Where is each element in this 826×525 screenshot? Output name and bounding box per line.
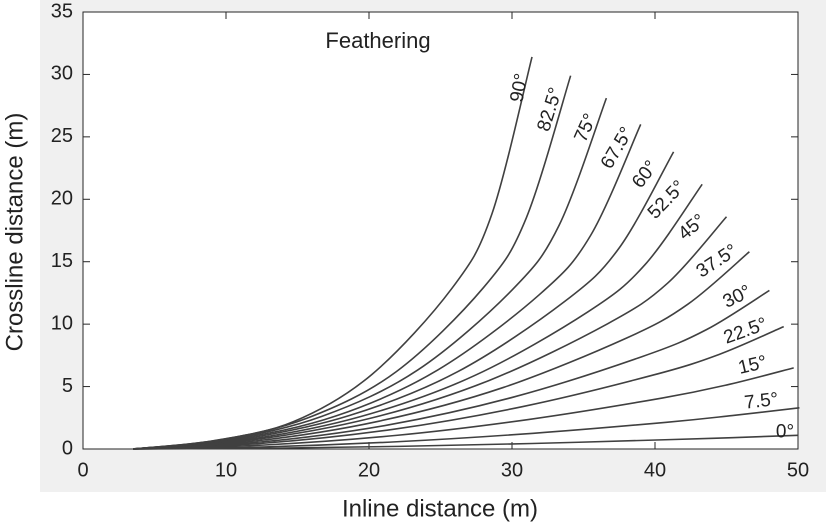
series-line <box>132 183 703 450</box>
series-line <box>132 124 642 450</box>
x-tick-label: 20 <box>358 459 380 481</box>
series-line <box>133 289 770 450</box>
series-line <box>133 325 785 450</box>
y-tick-label: 15 <box>51 250 73 272</box>
y-tick-label: 35 <box>51 0 73 22</box>
chart-title: Feathering <box>325 28 430 53</box>
series-line <box>133 407 800 450</box>
y-tick-label: 20 <box>51 188 73 210</box>
y-tick-label: 25 <box>51 125 73 147</box>
y-tick-label: 0 <box>62 437 73 459</box>
y-tick-label: 5 <box>62 375 73 397</box>
series-line <box>133 434 799 450</box>
series-line <box>132 216 728 450</box>
x-tick-label: 10 <box>215 459 237 481</box>
series-line <box>132 251 750 450</box>
series-line <box>132 56 533 450</box>
y-axis-label: Crossline distance (m) <box>1 113 28 352</box>
series-label: 7.5° <box>743 389 779 414</box>
y-tick-label: 10 <box>51 312 73 334</box>
x-tick-label: 40 <box>644 459 666 481</box>
x-tick-label: 50 <box>787 459 809 481</box>
series-label: 0° <box>776 421 794 442</box>
series-line <box>133 367 794 450</box>
plot-area <box>82 11 799 450</box>
series-line <box>132 97 608 450</box>
x-tick-label: 0 <box>77 459 88 481</box>
series-line <box>132 151 675 450</box>
y-tick-label: 30 <box>51 63 73 85</box>
x-axis-label: Inline distance (m) <box>342 495 538 522</box>
x-tick-label: 30 <box>501 459 523 481</box>
